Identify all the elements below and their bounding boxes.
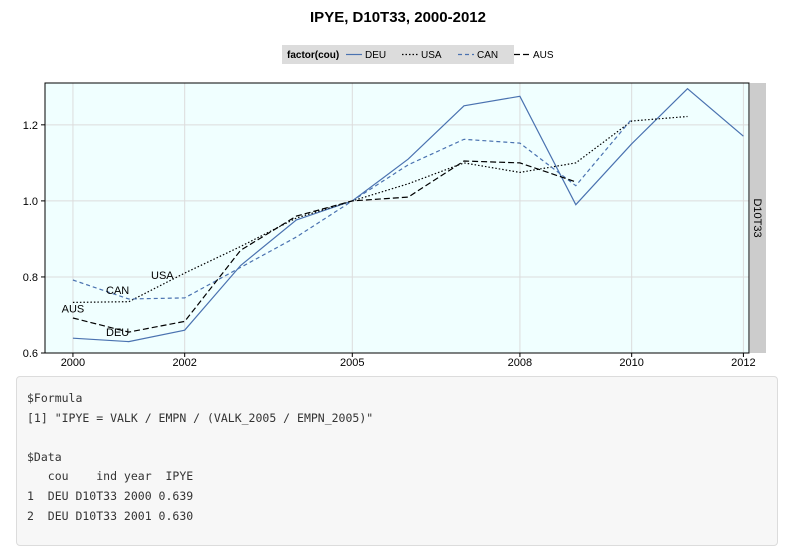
series-label-deu: DEU <box>106 327 129 339</box>
x-tick-label: 2012 <box>731 357 755 369</box>
x-axis: 2000 2002 2005 2008 2010 2012 <box>61 353 756 369</box>
legend-background <box>282 45 514 64</box>
y-tick-label: 1.0 <box>23 196 38 208</box>
facet-strip-label: D10T33 <box>751 198 763 237</box>
console-line <box>27 428 767 448</box>
console-line: 2 DEU D10T33 2001 0.630 <box>27 508 194 523</box>
facet-strip-background <box>750 83 766 353</box>
x-tick-label: 2002 <box>172 357 196 369</box>
legend: factor(cou) DEU USA CAN AUS <box>282 45 554 64</box>
console-line: 1 DEU D10T33 2000 0.639 <box>27 488 194 503</box>
facet-strip: D10T33 <box>750 83 766 353</box>
x-tick-label: 2008 <box>508 357 532 369</box>
y-tick-label: 0.6 <box>23 348 38 360</box>
console-output: $Formula [1] "IPYE = VALK / EMPN / (VALK… <box>16 376 778 546</box>
series-group <box>72 87 744 343</box>
console-line: cou ind year IPYE <box>27 469 194 484</box>
y-tick-label: 0.8 <box>23 272 38 284</box>
annotations: USA CAN AUS DEU <box>62 270 175 339</box>
console-line: $Formula <box>27 391 83 405</box>
chart-title: IPYE, D10T33, 2000-2012 <box>310 9 486 26</box>
legend-title: factor(cou) <box>287 50 339 61</box>
y-tick-label: 1.2 <box>23 120 38 132</box>
legend-label-can: CAN <box>477 50 498 61</box>
series-label-aus: AUS <box>62 304 85 316</box>
series-label-usa: USA <box>151 270 174 282</box>
series-line-deu <box>72 87 744 343</box>
y-axis: 0.6 0.8 1.0 1.2 <box>23 120 45 360</box>
chart: IPYE, D10T33, 2000-2012 factor(cou) DEU U… <box>23 9 766 369</box>
series-line-aus <box>72 160 576 333</box>
series-label-can: CAN <box>106 285 129 297</box>
x-tick-label: 2000 <box>61 357 85 369</box>
legend-label-deu: DEU <box>365 50 386 61</box>
legend-label-aus: AUS <box>533 50 554 61</box>
console-line: $Data <box>27 449 62 464</box>
console-line: [1] "IPYE = VALK / EMPN / (VALK_2005 / E… <box>27 410 374 425</box>
plot-frame <box>44 82 750 354</box>
plot-panel <box>45 83 749 353</box>
x-tick-label: 2010 <box>619 357 643 369</box>
legend-label-usa: USA <box>421 50 442 61</box>
x-tick-label: 2005 <box>340 357 364 369</box>
